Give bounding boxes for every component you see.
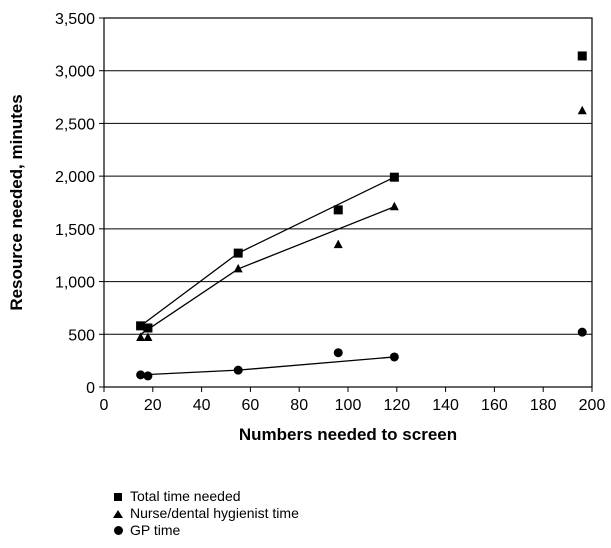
y-axis-label: Resource needed, minutes — [7, 94, 26, 310]
data-point-circle — [389, 352, 399, 362]
data-point-circle — [577, 327, 587, 337]
triangle-marker-icon — [112, 509, 124, 518]
plot-frame — [103, 17, 593, 388]
axes — [99, 17, 593, 392]
data-point-circle — [333, 348, 343, 358]
x-axis-label: Numbers needed to screen — [239, 425, 457, 444]
y-tick-label: 3,000 — [55, 64, 95, 81]
data-point-square — [136, 321, 146, 331]
legend: Total time needed Nurse/dental hygienist… — [112, 488, 299, 539]
circle-marker-icon — [112, 526, 124, 535]
square-marker-icon — [112, 492, 124, 501]
data-point-triangle — [136, 332, 146, 341]
x-tick-label: 80 — [290, 397, 308, 414]
data-point-triangle — [577, 105, 587, 115]
data-point-square — [233, 248, 243, 258]
data-point-circle — [233, 365, 243, 375]
legend-label: Nurse/dental hygienist time — [130, 505, 299, 521]
x-tick-label: 100 — [335, 397, 362, 414]
y-tick-label: 2,000 — [55, 169, 95, 186]
data-point-triangle — [233, 263, 243, 273]
tick-labels: 0 500 1,000 1,500 2,000 2,500 3,000 3,500 0 20 40 6… — [55, 11, 605, 414]
data-points — [136, 51, 587, 381]
y-tick-label: 2,500 — [55, 116, 95, 133]
legend-item-gp-time: GP time — [112, 522, 299, 539]
data-point-triangle — [333, 239, 343, 249]
data-point-triangle — [389, 201, 399, 211]
fit-line — [140, 176, 395, 327]
y-tick-label: 500 — [68, 327, 95, 344]
legend-item-total-time: Total time needed — [112, 488, 299, 505]
x-tick-label: 20 — [144, 397, 162, 414]
fit-lines — [140, 176, 395, 376]
x-tick-label: 0 — [100, 397, 109, 414]
y-tick-label: 3,500 — [55, 11, 95, 28]
x-tick-label: 60 — [242, 397, 260, 414]
grid-lines — [104, 17, 592, 335]
y-tick-label: 0 — [86, 380, 95, 397]
legend-label: Total time needed — [130, 488, 241, 504]
y-tick-label: 1,000 — [55, 275, 95, 292]
data-point-circle — [136, 370, 146, 380]
x-tick-label: 120 — [383, 397, 410, 414]
data-point-square — [389, 172, 399, 182]
data-point-circle — [143, 371, 153, 381]
data-point-square — [577, 51, 587, 61]
x-tick-label: 180 — [530, 397, 557, 414]
fit-line — [140, 356, 395, 376]
legend-label: GP time — [130, 522, 181, 538]
x-tick-label: 200 — [579, 397, 606, 414]
legend-item-nurse-time: Nurse/dental hygienist time — [112, 505, 299, 522]
data-point-triangle — [143, 332, 153, 341]
x-tick-label: 140 — [432, 397, 459, 414]
fit-line — [140, 206, 395, 335]
x-tick-label: 160 — [481, 397, 508, 414]
x-tick-label: 40 — [193, 397, 211, 414]
data-point-square — [143, 323, 153, 333]
data-point-square — [333, 205, 343, 215]
y-tick-label: 1,500 — [55, 222, 95, 239]
